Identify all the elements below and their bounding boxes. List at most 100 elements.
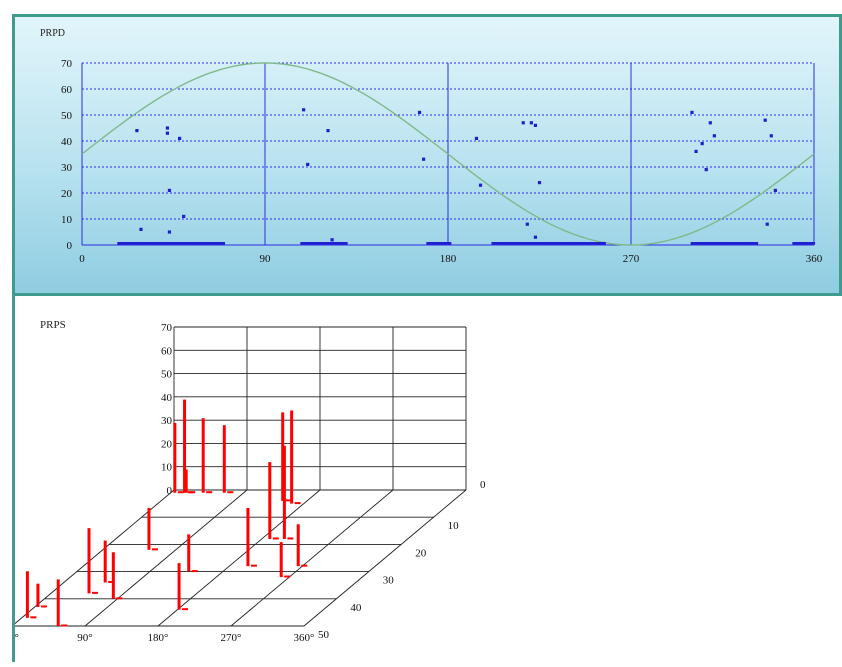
prpd-point	[713, 242, 716, 245]
prps-bar	[25, 571, 29, 618]
prpd-point	[478, 183, 483, 187]
prpd-chart: PRPD 0 10 20 30 40 50 60 70 0 90 180 270 360	[40, 28, 823, 265]
prpd-point	[178, 136, 182, 140]
prpd-point	[139, 242, 143, 245]
prpd-point	[773, 188, 777, 192]
prpd-point	[587, 242, 591, 245]
prps-phase-tick-label: 180°	[148, 632, 169, 644]
prpd-point	[313, 242, 317, 245]
prpd-point	[722, 242, 725, 245]
prpd-point	[153, 242, 156, 245]
prpd-point	[345, 242, 348, 245]
prpd-point	[437, 242, 441, 245]
prpd-point	[324, 242, 328, 245]
prpd-point	[168, 242, 172, 245]
prpd-point	[796, 242, 800, 245]
prpd-point	[690, 242, 694, 245]
prpd-point	[146, 242, 149, 245]
prpd-point	[753, 242, 756, 245]
prpd-point	[518, 242, 521, 245]
prpd-point	[594, 242, 597, 245]
prpd-point	[576, 242, 580, 245]
prpd-point	[574, 242, 577, 245]
prpd-point	[130, 242, 134, 245]
prps-cycle-tick-label: 0	[480, 479, 486, 491]
prpd-point	[155, 242, 158, 245]
prpd-point	[137, 242, 141, 245]
prpd-point	[695, 242, 698, 245]
prps-bar	[177, 563, 181, 610]
prpd-point	[542, 242, 546, 245]
prps-bar	[279, 542, 283, 578]
prps-bar-base	[92, 591, 99, 594]
prpd-y-tick-label: 70	[61, 58, 73, 70]
prpd-point	[765, 222, 769, 226]
prpd-point	[533, 235, 538, 239]
prpd-point	[422, 157, 426, 161]
prpd-point	[165, 126, 169, 130]
prpd-point	[801, 242, 804, 245]
prpd-point	[150, 242, 154, 245]
prps-bar	[184, 469, 188, 493]
prpd-point	[563, 242, 566, 245]
prps-bar	[296, 524, 300, 567]
prpd-point	[474, 136, 479, 140]
prpd-point	[304, 242, 308, 245]
prps-z-tick-label: 70	[161, 322, 173, 334]
prps-bar	[103, 540, 107, 583]
prpd-point	[300, 242, 303, 245]
prpd-point	[124, 242, 127, 245]
prps-cycle-tick-label: 10	[448, 520, 460, 532]
prps-phase-tick-label: 0°	[15, 632, 19, 644]
prpd-point	[527, 242, 530, 245]
prpd-point	[513, 242, 517, 245]
prpd-point	[715, 242, 718, 245]
prpd-point	[719, 242, 723, 245]
prpd-point	[547, 242, 550, 245]
prpd-point	[700, 142, 704, 146]
prps-z-tick-label: 40	[161, 392, 173, 404]
prpd-point	[540, 242, 544, 245]
prpd-point	[710, 242, 714, 245]
prpd-point	[175, 242, 179, 245]
prps-z-tick-label: 50	[161, 369, 173, 381]
prpd-point	[536, 242, 539, 245]
prps-bar-base	[250, 564, 257, 567]
prpd-point	[699, 242, 703, 245]
prpd-point	[533, 123, 538, 127]
prpd-point	[560, 242, 564, 245]
prps-bar-base	[272, 537, 279, 540]
prpd-point	[139, 227, 143, 231]
prpd-point	[704, 168, 708, 172]
prpd-point	[315, 242, 319, 245]
prps-bar	[201, 418, 205, 493]
prpd-point	[200, 242, 203, 245]
prpd-panel: PRPD 0 10 20 30 40 50 60 70 0 90 180 270 360	[12, 14, 842, 296]
prpd-y-tick-label: 0	[67, 240, 73, 252]
prpd-point	[197, 242, 201, 245]
prpd-point	[184, 242, 187, 245]
prpd-point	[182, 214, 186, 218]
prpd-point	[417, 110, 422, 114]
prps-cycle-tick-label: 50	[318, 629, 330, 641]
prpd-point	[430, 242, 434, 245]
prpd-point	[558, 242, 562, 245]
prpd-point	[769, 134, 773, 138]
prpd-point	[810, 242, 813, 245]
prps-title: PRPS	[40, 319, 66, 331]
prpd-y-tick-label: 50	[61, 110, 73, 122]
prpd-point	[522, 242, 526, 245]
prpd-point	[598, 242, 602, 245]
prpd-point	[167, 188, 172, 192]
prpd-point	[571, 242, 575, 245]
prpd-point	[763, 118, 767, 122]
prpd-point	[302, 242, 306, 245]
prpd-point	[580, 242, 584, 245]
prpd-point	[338, 242, 341, 245]
prpd-point	[302, 108, 306, 112]
prpd-point	[524, 242, 528, 245]
prpd-point	[177, 242, 181, 245]
prps-bar	[147, 507, 151, 550]
prps-bar-base	[182, 608, 189, 611]
prpd-point	[744, 242, 747, 245]
